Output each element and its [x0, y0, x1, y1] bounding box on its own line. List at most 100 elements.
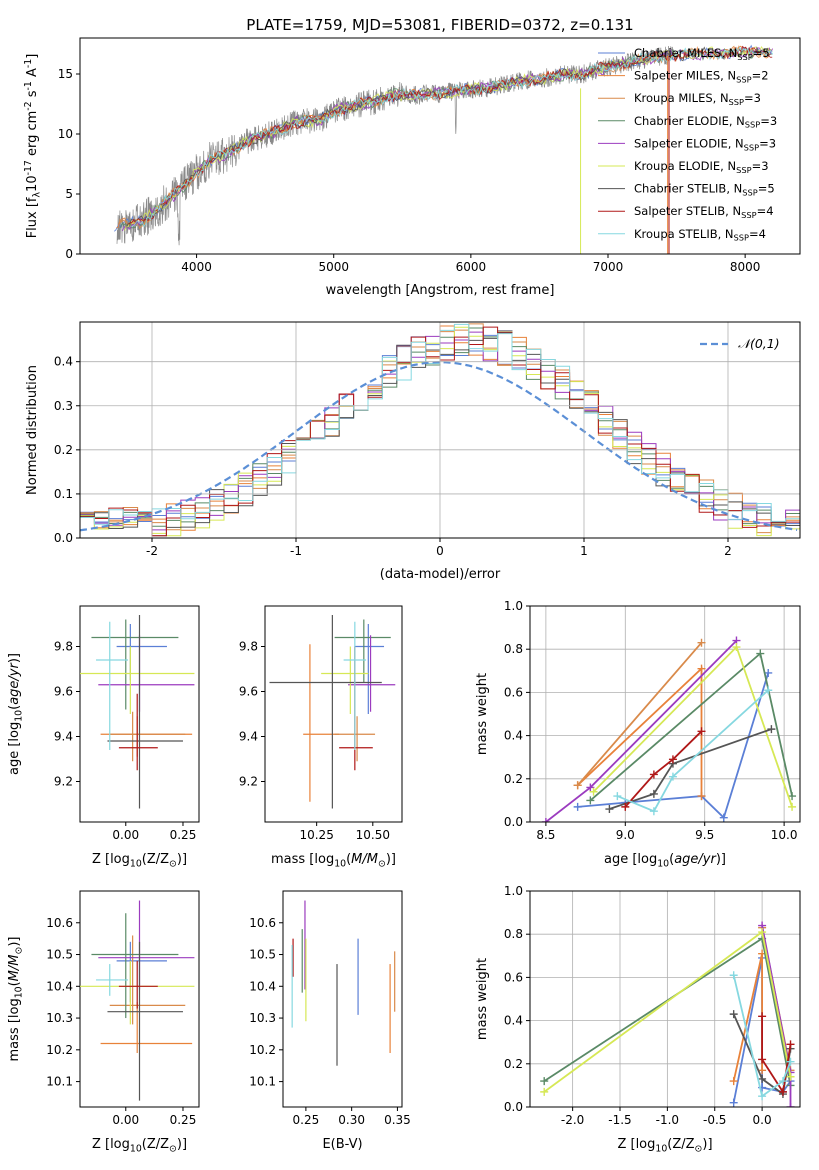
axis-ticks: 4000 5000 6000 7000 8000 0 5 10 15	[58, 67, 761, 274]
x-tick-label: 0.30	[338, 1113, 365, 1127]
axis-ticks: 0.25 0.30 0.35 10.1 10.2 10.3 10.4 10.5 10.6	[249, 916, 411, 1127]
legend-label-0: Chabrier MILES, NSSP​=5	[634, 46, 770, 62]
axis-ticks: 8.5 9.0 9.5 10.0 0.0 0.2 0.4 0.6 0.8 1.0	[504, 599, 800, 842]
y-axis-label: mass weight	[475, 958, 490, 1040]
figure-title: PLATE=1759, MJD=53081, FIBERID=0372, z=0…	[246, 16, 633, 34]
y-tick-label: 9.4	[239, 730, 258, 744]
y-tick-label: 10.6	[46, 916, 73, 930]
normal-reference-curve	[80, 360, 798, 532]
weight-marker	[668, 772, 677, 781]
legend-label-2: Kroupa MILES, NSSP​=3	[634, 91, 761, 107]
y-tick-label: 9.8	[54, 640, 73, 654]
weight-marker	[605, 805, 614, 814]
y-tick-label: 0.8	[504, 642, 523, 656]
x-tick-label: 8.5	[536, 828, 555, 842]
weight-marker	[729, 1077, 738, 1086]
x-axis-label: age [log10​(age/yr)]	[604, 852, 726, 869]
axes-frame	[282, 890, 403, 1108]
weight-series-5	[592, 645, 793, 808]
weight-marker	[649, 807, 658, 816]
x-tick-label: 9.5	[695, 828, 714, 842]
weight-series-8	[617, 689, 769, 813]
x-axis-label: Z [log10​(Z/Z⊙​)]	[92, 852, 187, 869]
mass_vs_Z-points	[80, 900, 195, 1101]
x-axis-label: wavelength [Angstrom, rest frame]	[326, 283, 555, 298]
weight-marker	[758, 1092, 767, 1101]
legend-label-6: Chabrier STELIB, NSSP​=5	[634, 182, 775, 198]
weight-marker	[697, 792, 706, 801]
weight-series-2	[576, 642, 703, 786]
axis-ticks: -2.0 -1.5 -1.0 -0.5 0.0 0.0 0.2 0.4 0.6 0.8 1.0	[504, 884, 800, 1127]
x-tick-label: 0.0	[753, 1113, 772, 1127]
y-tick-label: 0	[65, 247, 73, 261]
weight-marker	[719, 813, 728, 822]
x-axis-label: (data-model)/error	[380, 567, 501, 582]
weight-marker	[540, 1087, 549, 1096]
x-tick-label: 9.0	[616, 828, 635, 842]
axes-frame	[529, 890, 801, 1108]
age_vs_mass-points	[269, 615, 396, 809]
legend-label-4: Salpeter ELODIE, NSSP​=3	[634, 136, 776, 152]
weight-marker	[540, 1077, 549, 1086]
axes-frame	[79, 37, 801, 255]
y-axis-label: mass [log10​(M/M⊙​)]	[7, 937, 24, 1062]
weight-series-4	[545, 639, 738, 822]
y-tick-label: 15	[58, 67, 73, 81]
y-tick-label: 10	[58, 127, 73, 141]
axes-frame	[529, 605, 801, 823]
y-tick-label: 0.2	[54, 443, 73, 457]
axes-frame	[79, 890, 200, 1108]
x-axis-label: mass [log10​(M/M⊙​)]	[271, 852, 396, 869]
weight-marker	[786, 1040, 795, 1049]
y-tick-label: 10.1	[249, 1075, 276, 1089]
reference-legend-label: 𝒩(0,1)	[738, 336, 780, 351]
y-tick-label: 0.6	[504, 685, 523, 699]
axes-frame	[264, 605, 403, 823]
x-tick-label: 5000	[318, 260, 349, 274]
y-tick-label: 0.4	[54, 355, 73, 369]
weight-marker	[764, 686, 773, 695]
y-tick-label: 0.2	[504, 1057, 523, 1071]
legend-label-3: Chabrier ELODIE, NSSP​=3	[634, 114, 777, 130]
y-tick-label: 0.3	[54, 399, 73, 413]
y-tick-label: 10.6	[249, 916, 276, 930]
mass_vs_ebv-points	[291, 900, 396, 1066]
weight-marker	[729, 971, 738, 980]
y-axis-label: Flux [fλ​10-17​ erg cm-2​ s-1​ A-1​]	[23, 54, 42, 239]
weight-marker	[758, 1074, 767, 1083]
y-tick-label: 0.0	[504, 1100, 523, 1114]
weight-marker	[668, 755, 677, 764]
x-tick-label: 7000	[593, 260, 624, 274]
x-tick-label: 10.50	[356, 828, 390, 842]
legend-label-5: Kroupa ELODIE, NSSP​=3	[634, 159, 769, 175]
x-tick-label: -1	[290, 544, 302, 558]
x-tick-label: -1.0	[656, 1113, 679, 1127]
weight-marker	[649, 789, 658, 798]
y-tick-label: 1.0	[504, 599, 523, 613]
weight-marker	[758, 1055, 767, 1064]
spectrum-plot-area	[113, 44, 774, 254]
x-axis-label: E(B-V)	[322, 1137, 362, 1152]
weight-marker	[697, 638, 706, 647]
x-tick-label: 8000	[730, 260, 761, 274]
y-tick-label: 9.6	[239, 685, 258, 699]
y-tick-label: 10.3	[249, 1011, 276, 1025]
weight_vs_Z-series	[540, 921, 795, 1107]
model-spectrum-8	[130, 46, 774, 228]
y-tick-label: 10.2	[249, 1043, 276, 1057]
spectrum-legend: Chabrier MILES, NSSP​=5 Salpeter MILES, N…	[598, 46, 777, 243]
weight-marker	[729, 1098, 738, 1107]
weight-marker	[589, 787, 598, 796]
y-axis-label: mass weight	[475, 673, 490, 755]
y-tick-label: 0.6	[504, 970, 523, 984]
legend-label-1: Salpeter MILES, NSSP​=2	[634, 69, 769, 85]
x-tick-label: 10.0	[771, 828, 798, 842]
model-spectrum-4	[122, 47, 774, 232]
weight-series-7	[624, 730, 703, 808]
x-tick-label: 1	[580, 544, 588, 558]
legend-label-7: Salpeter STELIB, NSSP​=4	[634, 204, 774, 220]
y-tick-label: 0.0	[54, 531, 73, 545]
weight-marker	[786, 1103, 795, 1107]
weight-marker	[758, 1066, 767, 1075]
age_vs_Z-points	[80, 615, 195, 809]
